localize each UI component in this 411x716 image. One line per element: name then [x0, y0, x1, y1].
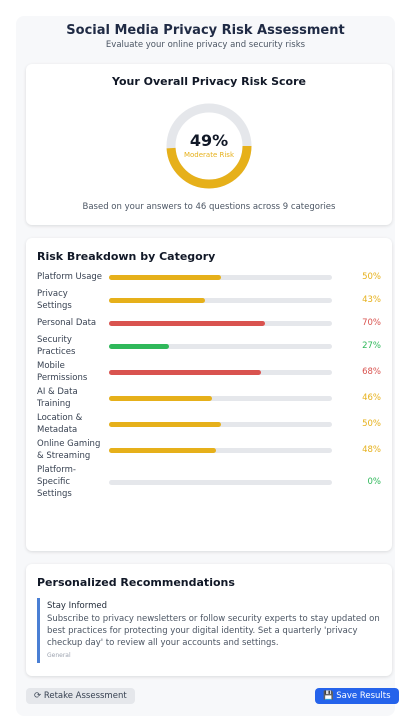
save-button[interactable]: 💾 Save Results	[315, 688, 399, 704]
category-percent: 68%	[362, 367, 381, 377]
score-level: Moderate Risk	[183, 151, 235, 159]
bar-fill	[109, 343, 170, 349]
score-card	[26, 64, 392, 225]
category-percent: 50%	[362, 419, 381, 429]
category-percent: 43%	[362, 295, 381, 305]
category-percent: 48%	[362, 445, 381, 455]
category-label: Personal Data	[37, 318, 97, 328]
recommendation-title: Stay Informed	[47, 601, 108, 611]
category-row: Security Practices 27%	[37, 334, 381, 358]
score-donut	[166, 103, 252, 189]
category-label: Online Gaming & Streaming	[37, 439, 101, 461]
bar-track	[109, 447, 332, 453]
category-label: Location & Metadata	[37, 413, 83, 435]
score-value: 49%	[189, 131, 229, 150]
category-row: Platform Usage 50%	[37, 268, 381, 286]
recommendation-text: Subscribe to privacy newsletters or foll…	[47, 614, 380, 648]
category-row: Location & Metadata 50%	[37, 412, 381, 436]
category-row: Personal Data 70%	[37, 314, 381, 332]
category-row: AI & Data Training 46%	[37, 386, 381, 410]
bar-track	[109, 297, 332, 303]
bar-fill	[109, 320, 266, 326]
bar-fill	[109, 395, 212, 401]
category-row: Mobile Permissions 68%	[37, 360, 381, 384]
recommendations-title: Personalized Recommendations	[37, 576, 235, 589]
breakdown-card	[26, 238, 392, 551]
bar-track	[109, 479, 332, 485]
bar-fill	[109, 447, 217, 453]
category-row: Platform-Specific Settings 0%	[37, 464, 381, 500]
category-percent: 70%	[362, 318, 381, 328]
breakdown-list: Platform Usage 50% Privacy Settings 43% Pers…	[37, 268, 381, 500]
category-label: Platform-Specific Settings	[37, 465, 76, 499]
score-note: Based on your answers to 46 questions ac…	[82, 202, 336, 212]
category-label: AI & Data Training	[37, 387, 78, 409]
bar-fill	[109, 274, 221, 280]
recommendation-tag: General	[47, 652, 71, 659]
page-subtitle: Evaluate your online privacy and securit…	[105, 40, 306, 50]
bar-track	[109, 395, 332, 401]
category-row: Privacy Settings 43%	[37, 288, 381, 312]
recommendation-accent	[37, 598, 40, 663]
category-row: Online Gaming & Streaming 48%	[37, 438, 381, 462]
bar-track	[109, 369, 332, 375]
page: {"header":{"title":"Social Media Privacy…	[26, 23, 399, 704]
bar-track	[109, 274, 332, 280]
bar-fill	[109, 421, 221, 427]
breakdown-title: Risk Breakdown by Category	[37, 250, 216, 263]
bar-fill	[109, 369, 261, 375]
bar-track	[109, 343, 332, 349]
bar-track	[109, 421, 332, 427]
category-label: Privacy Settings	[37, 289, 72, 311]
category-percent: 46%	[362, 393, 381, 403]
bar-fill	[109, 297, 205, 303]
category-label: Mobile Permissions	[37, 361, 88, 383]
recommendations-card	[26, 564, 392, 676]
score-title: Your Overall Privacy Risk Score	[112, 75, 306, 88]
category-label: Platform Usage	[37, 272, 103, 282]
page-title: Social Media Privacy Risk Assessment	[66, 23, 345, 38]
category-percent: 27%	[362, 341, 381, 351]
bar-track	[109, 320, 332, 326]
category-percent: 50%	[362, 272, 381, 282]
category-percent: 0%	[367, 477, 382, 487]
donut-arc	[166, 103, 252, 189]
category-label: Security Practices	[37, 335, 76, 357]
retake-button[interactable]: ⟳ Retake Assessment	[26, 688, 135, 704]
